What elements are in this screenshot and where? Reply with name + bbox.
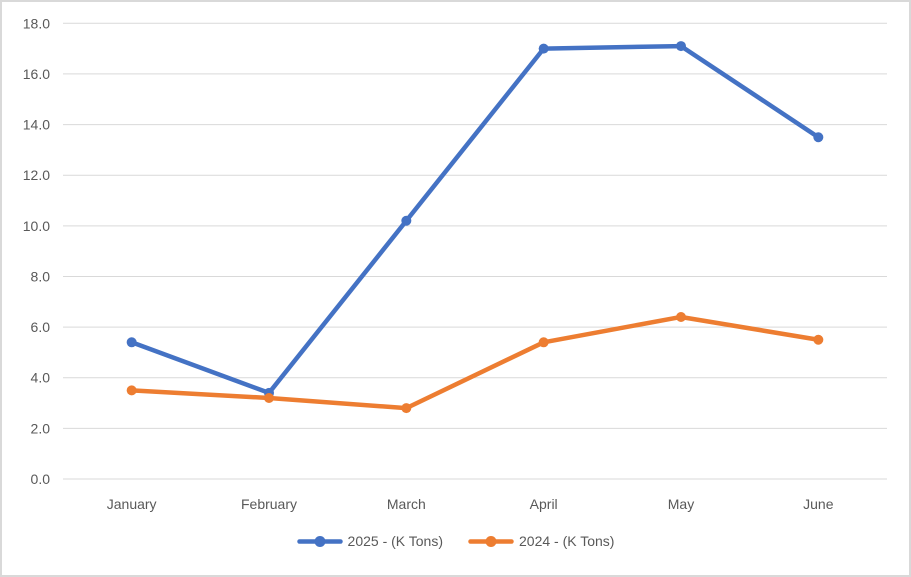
data-point-marker <box>813 132 824 143</box>
data-point-marker <box>264 392 274 403</box>
legend-label-2025: 2025 - (K Tons) <box>347 533 443 549</box>
series-2025-k-tons- <box>126 41 824 398</box>
data-point-marker <box>126 337 137 348</box>
data-point-marker <box>676 41 686 52</box>
legend-item-2025: 2025 - (K Tons) <box>296 533 443 549</box>
data-point-marker <box>401 215 412 226</box>
legend-label-2024: 2024 - (K Tons) <box>519 533 615 549</box>
x-axis-category-label: April <box>530 496 558 512</box>
data-point-marker <box>676 311 686 322</box>
line-marker-icon <box>468 535 514 547</box>
x-axis-category-label: March <box>387 496 426 512</box>
data-point-marker <box>401 403 412 414</box>
y-axis-tick-label: 8.0 <box>31 268 51 284</box>
data-point-marker <box>126 385 137 396</box>
data-point-marker <box>538 43 549 54</box>
x-axis-category-label: February <box>241 496 297 512</box>
y-axis-tick-label: 6.0 <box>31 319 51 335</box>
y-axis-tick-label: 2.0 <box>31 420 51 436</box>
data-point-marker <box>813 334 824 345</box>
series-2024-k-tons- <box>126 311 824 414</box>
legend: 2025 - (K Tons) 2024 - (K Tons) <box>2 533 909 549</box>
y-axis-tick-label: 4.0 <box>31 370 51 386</box>
legend-item-2024: 2024 - (K Tons) <box>468 533 614 549</box>
data-point-marker <box>538 337 549 348</box>
y-axis-tick-label: 0.0 <box>31 471 51 487</box>
x-axis-category-labels: January February March April May June <box>107 496 834 512</box>
x-axis-category-label: June <box>803 496 834 512</box>
x-axis-category-label: January <box>107 496 157 512</box>
y-axis-tick-label: 10.0 <box>23 218 50 234</box>
x-axis-category-label: May <box>668 496 694 512</box>
series-line <box>129 43 821 396</box>
y-axis-tick-labels: 0.0 2.0 4.0 6.0 8.0 10.0 12.0 14.0 16.0 18.0 <box>23 15 50 487</box>
line-marker-icon <box>296 535 343 547</box>
y-axis-tick-label: 12.0 <box>23 167 50 183</box>
series-line <box>129 314 821 411</box>
gridlines <box>63 22 887 480</box>
y-axis-tick-label: 16.0 <box>23 66 50 82</box>
y-axis-tick-label: 14.0 <box>23 117 50 133</box>
y-axis-tick-label: 18.0 <box>23 15 50 31</box>
